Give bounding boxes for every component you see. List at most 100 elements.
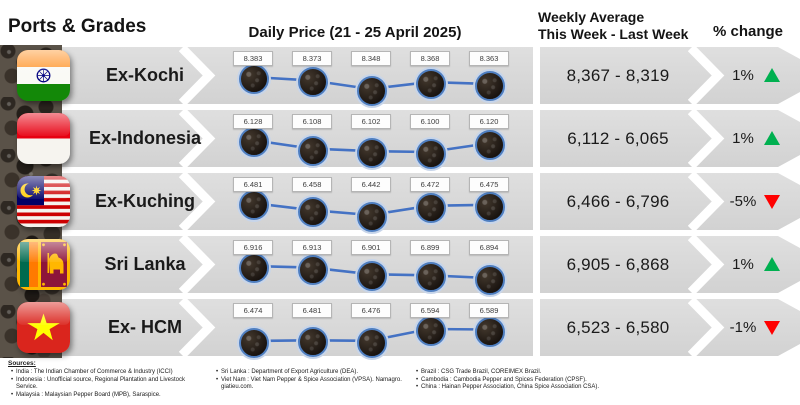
bullet-icon: • [215,376,219,383]
bullet-icon: • [10,369,14,375]
weekly-average-value: 6,905 - 6,868 [566,254,670,274]
pct-change-value: 1% [732,130,754,147]
price-point-label: 6.458 [292,177,332,192]
pct-change-column-header: % change [712,23,784,40]
weekly-average-value: 6,466 - 6,796 [566,191,670,211]
price-point-label: 8.383 [233,51,273,66]
price-point [298,197,328,228]
weekly-average-value: 6,523 - 6,580 [566,317,670,337]
bullet-icon: • [10,376,14,383]
row-band-right [540,236,800,293]
bullet-icon: • [415,369,419,375]
price-point-label: 6.442 [351,177,391,192]
trend-up-icon [764,68,780,82]
port-name-label: Ex- HCM [107,317,182,337]
pct-change-value: 1% [732,256,754,273]
weekly-average-column-header: Weekly Average This Week - Last Week [538,9,688,43]
page-title-ports-grades: Ports & Grades [8,16,147,37]
port-row: 6.474 6.481 6.476 6.594 6.589 Ex- HCM 6,523 … [0,299,800,358]
weekly-average-header-line2: This Week - Last Week [538,26,689,42]
price-point-label: 6.472 [410,177,450,192]
flag-srilanka [17,239,70,290]
price-point [239,328,269,358]
price-point-label: 6.913 [292,240,332,255]
price-point [239,253,269,283]
price-point-label: 6.100 [410,114,450,129]
price-point [475,130,505,161]
price-point [416,316,446,346]
price-point [357,327,387,358]
source-item: • Viet Nam : Viet Nam Pepper & Spice Asso… [213,377,403,392]
trend-down-icon [764,321,780,335]
price-point [239,190,269,220]
price-point [357,202,387,232]
price-point-label: 6.474 [233,303,273,318]
price-point-label: 6.594 [410,303,450,318]
price-point [475,316,505,347]
price-point [475,265,505,295]
port-row: 8.383 8.373 8.348 8.368 8.363 Ex-Kochi 8,367… [0,47,800,106]
weekly-average-value: 6,112 - 6,065 [567,128,669,148]
sources-column-2: • Sri Lanka : Department of Export Agricu… [213,369,403,392]
price-point [298,67,328,98]
price-point-label: 6.901 [351,240,391,255]
port-name-label: Ex-Indonesia [88,128,202,148]
sources-section: Sources: [8,360,36,369]
price-point-label: 8.363 [469,51,509,66]
trend-up-icon [764,131,780,145]
port-row: 6.916 6.913 6.901 6.899 6.894 Sri Lanka 6,90… [0,236,800,295]
daily-price-column-header: Daily Price (21 - 25 April 2025) [248,24,462,41]
flag-vietnam [17,302,70,353]
row-band-right [540,110,800,167]
port-row: 6.128 6.108 6.102 6.100 6.120 Ex-Indonesia 6… [0,110,800,169]
port-row: 6.481 6.458 6.442 6.472 6.475 Ex-Kuching 6,4… [0,173,800,232]
price-point [416,262,446,293]
source-item: • Sri Lanka : Department of Export Agricu… [213,369,403,377]
source-item: • China : Hainan Pepper Association, Chin… [413,384,643,392]
price-point-label: 6.481 [292,303,332,318]
source-item: • Malaysia : Malaysian Pepper Board (MPB)… [8,392,208,400]
flag-malaysia [17,176,70,227]
pct-change-value: -1% [729,319,757,336]
source-item: • Brazil : CSG Trade Brazil, COREIMEX Bra… [413,369,643,377]
price-point-label: 6.120 [469,114,509,129]
price-point-label: 6.899 [410,240,450,255]
price-point-label: 6.108 [292,114,332,129]
price-point [239,64,269,94]
source-item: • India : The Indian Chamber of Commerce … [8,369,208,377]
source-item: • Indonesia : Unofficial source, Regional… [8,377,208,392]
price-point-label: 6.481 [233,177,273,192]
row-band-right [540,173,800,230]
price-point [416,192,446,223]
bullet-icon: • [215,369,219,375]
sources-title: Sources: [8,360,36,367]
sources-column-3: • Brazil : CSG Trade Brazil, COREIMEX Bra… [413,369,643,392]
pct-change-value: 1% [732,67,754,84]
weekly-average-value: 8,367 - 8,319 [566,65,670,85]
price-point-label: 8.368 [410,51,450,66]
row-band-right [540,299,800,356]
sources-column-1: • India : The Indian Chamber of Commerce … [8,369,208,399]
price-point [298,135,328,166]
port-name-label: Sri Lanka [104,254,186,274]
port-name-label: Ex-Kochi [105,65,184,85]
price-point-label: 6.916 [233,240,273,255]
bullet-icon: • [415,376,419,383]
flag-indonesia [17,113,70,164]
price-point [357,138,387,169]
price-point [298,327,328,358]
price-point-label: 6.128 [233,114,273,129]
price-point [475,191,505,222]
price-point [416,69,446,100]
price-point [357,76,387,106]
trend-up-icon [764,257,780,271]
price-point [357,261,387,292]
price-point [239,127,269,157]
pct-change-value: -5% [729,193,757,210]
price-point [475,70,505,101]
source-item: • Cambodia : Cambodia Pepper and Spices F… [413,377,643,385]
price-point [298,254,328,285]
bullet-icon: • [415,384,419,391]
bullet-icon: • [10,391,14,398]
